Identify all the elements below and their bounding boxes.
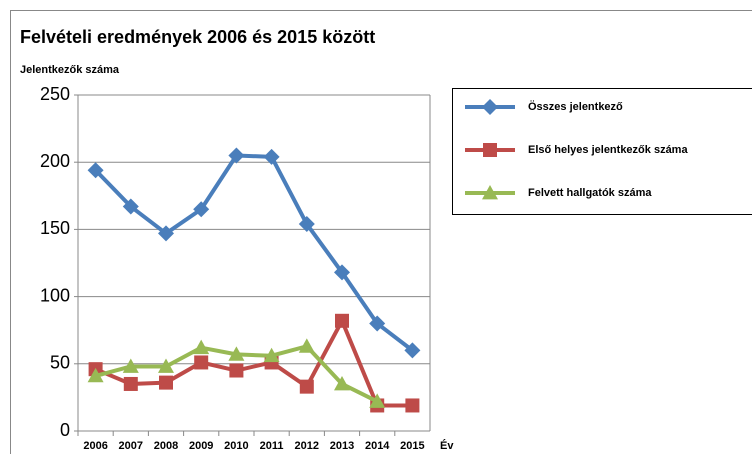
y-tick-label: 50 <box>50 353 70 373</box>
x-axis-label: Év <box>440 439 454 452</box>
chart-frame <box>10 10 752 454</box>
legend-marker <box>482 99 498 115</box>
series-line <box>94 318 413 408</box>
x-tick-label: 2006 <box>83 440 107 452</box>
y-tick-label: 250 <box>40 84 70 104</box>
point <box>334 264 350 281</box>
legend-marker <box>482 185 498 200</box>
point <box>405 398 420 413</box>
x-tick-label: 2008 <box>154 440 178 452</box>
point <box>404 342 421 359</box>
point <box>298 216 315 233</box>
point <box>369 393 386 408</box>
point <box>158 358 174 373</box>
point <box>263 148 280 165</box>
point <box>122 198 139 215</box>
point <box>123 376 138 391</box>
x-tick-label: 2014 <box>365 440 390 452</box>
point <box>263 347 280 363</box>
point <box>194 355 209 370</box>
legend-label: Első helyes jelentkezők száma <box>528 144 688 156</box>
x-tick-label: 2012 <box>295 440 319 452</box>
x-tick-label: 2013 <box>330 440 354 452</box>
point <box>228 346 245 361</box>
series-line <box>94 153 414 352</box>
point <box>334 375 350 391</box>
x-tick-label: 2009 <box>189 440 213 452</box>
y-axis-label: Jelentkezők száma <box>20 64 120 76</box>
point <box>228 147 245 164</box>
y-tick-label: 200 <box>40 151 70 171</box>
y-tick-label: 150 <box>40 218 70 238</box>
point <box>369 315 386 332</box>
x-tick-label: 2011 <box>260 440 284 452</box>
point <box>158 225 174 242</box>
point <box>122 358 139 373</box>
point <box>159 375 173 390</box>
point <box>87 162 104 179</box>
point <box>87 367 104 383</box>
x-tick-label: 2007 <box>119 440 143 452</box>
chart-title: Felvételi eredmények 2006 és 2015 között <box>20 27 375 47</box>
legend-label: Felvett hallgatók száma <box>528 187 652 199</box>
point <box>193 339 210 355</box>
point <box>298 338 315 353</box>
point <box>299 379 314 394</box>
legend-marker <box>483 143 497 157</box>
x-tick-label: 2015 <box>400 440 424 452</box>
point <box>229 363 244 378</box>
point <box>335 313 349 328</box>
y-tick-label: 100 <box>40 285 70 305</box>
point <box>193 201 210 218</box>
y-tick-label: 0 <box>60 420 70 440</box>
x-tick-label: 2010 <box>224 440 248 452</box>
legend-label: Összes jelentkező <box>528 100 623 113</box>
